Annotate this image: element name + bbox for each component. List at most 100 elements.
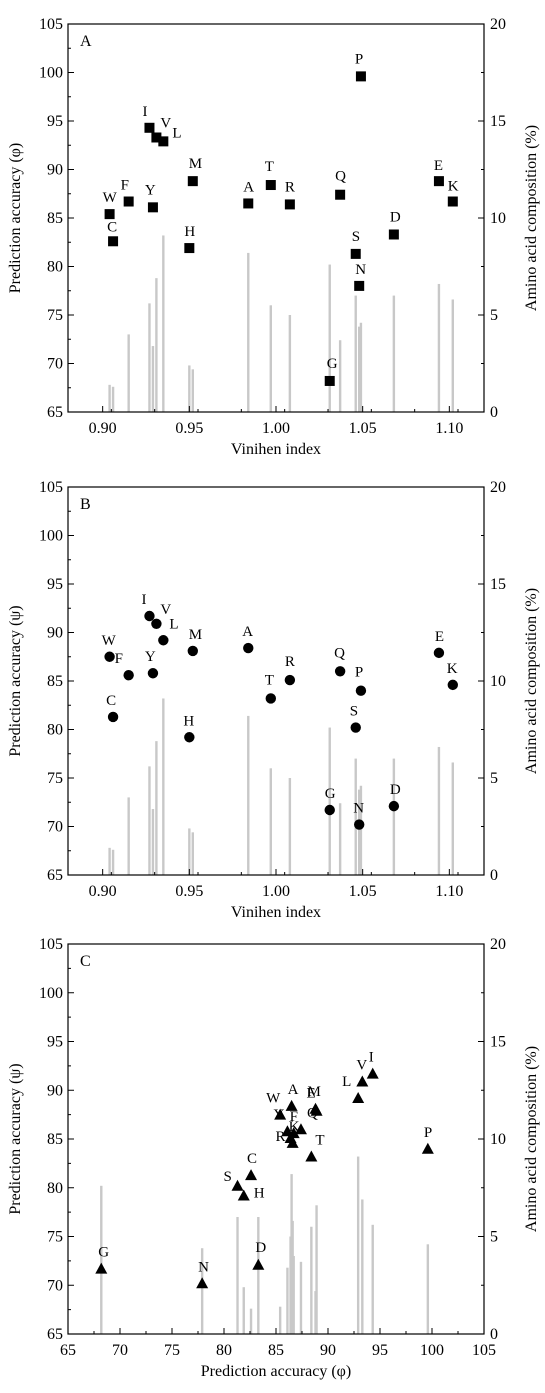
composition-bar xyxy=(269,305,272,412)
composition-bar xyxy=(257,1217,260,1334)
data-label-t: T xyxy=(265,159,274,175)
composition-bar xyxy=(247,715,250,875)
panel-label: A xyxy=(80,33,92,50)
x-tick-label: 0.95 xyxy=(175,883,203,900)
y-tick-label: 105 xyxy=(39,936,63,953)
y2-tick-label: 5 xyxy=(490,1229,498,1246)
y-tick-label: 70 xyxy=(47,356,63,373)
composition-bar xyxy=(392,758,396,875)
data-point-l xyxy=(158,635,169,646)
y-tick-label: 65 xyxy=(47,404,63,421)
composition-bar xyxy=(328,264,331,412)
composition-bar xyxy=(437,283,441,412)
data-point-h xyxy=(184,243,195,254)
data-label-c: C xyxy=(247,1151,257,1167)
data-label-t: T xyxy=(315,1133,324,1149)
data-label-d: D xyxy=(390,209,401,225)
data-point-r xyxy=(284,199,295,210)
composition-bar xyxy=(151,346,155,412)
data-label-n: N xyxy=(355,262,366,278)
y-tick-label: 70 xyxy=(47,819,63,836)
composition-bar xyxy=(188,828,191,875)
data-label-a: A xyxy=(242,624,253,640)
data-label-r: R xyxy=(276,1129,286,1145)
data-point-s xyxy=(350,722,361,733)
data-label-f: F xyxy=(290,1109,298,1125)
composition-bar xyxy=(155,278,158,412)
y2-tick-label: 20 xyxy=(490,479,506,496)
composition-bar xyxy=(127,797,130,875)
composition-bar xyxy=(451,299,454,412)
plot-frame xyxy=(67,486,485,876)
data-point-a xyxy=(243,198,254,209)
y-tick-label: 105 xyxy=(39,479,63,496)
data-label-i: I xyxy=(141,592,146,608)
data-label-g: G xyxy=(98,1245,109,1261)
data-label-f: F xyxy=(121,178,129,194)
data-point-h xyxy=(184,732,195,743)
data-label-t: T xyxy=(265,672,274,688)
x-tick-label: 100 xyxy=(420,1342,444,1359)
data-label-h: H xyxy=(183,713,194,729)
data-point-e xyxy=(433,647,445,659)
data-point-y xyxy=(147,668,159,679)
y-tick-label: 75 xyxy=(47,307,63,324)
composition-bar xyxy=(354,758,357,875)
composition-bar xyxy=(247,252,250,412)
composition-bar xyxy=(148,303,151,412)
y-tick-label: 105 xyxy=(39,16,63,33)
data-point-f xyxy=(123,669,134,681)
composition-bar xyxy=(315,1205,318,1334)
data-point-n xyxy=(354,280,365,291)
data-label-i: I xyxy=(369,1050,374,1066)
composition-bar xyxy=(278,1306,282,1334)
chart-panel-a: 65 70 75 80 85 90 95 100 105 0 5 10 15 20 0.90 0.95 1.00… xyxy=(7,16,540,458)
data-label-g: G xyxy=(327,356,338,372)
data-point-n xyxy=(354,819,365,830)
composition-bar xyxy=(269,768,272,875)
data-label-l: L xyxy=(172,125,181,141)
y2-tick-label: 5 xyxy=(490,307,498,324)
y2-tick-label: 5 xyxy=(490,770,498,787)
x-tick-label: 1.10 xyxy=(435,883,463,900)
composition-bar xyxy=(111,849,115,875)
y-tick-label: 65 xyxy=(47,1326,63,1343)
composition-bar xyxy=(338,340,342,412)
data-label-h: H xyxy=(184,224,195,240)
y2-tick-label: 20 xyxy=(490,936,506,953)
data-label-w: W xyxy=(103,190,118,206)
data-label-q: Q xyxy=(335,169,346,185)
data-label-y: Y xyxy=(145,649,156,665)
data-point-d xyxy=(388,800,400,812)
composition-bar xyxy=(191,369,194,412)
data-point-g xyxy=(324,804,335,816)
data-point-t xyxy=(265,180,276,191)
y-tick-label: 100 xyxy=(39,985,63,1002)
data-label-e: E xyxy=(307,1086,316,1102)
data-label-s: S xyxy=(350,704,358,720)
data-label-q: Q xyxy=(334,645,345,661)
data-point-l xyxy=(352,1092,365,1104)
composition-bar xyxy=(354,295,357,412)
data-point-s xyxy=(350,248,361,259)
y2-tick-label: 20 xyxy=(490,16,506,33)
data-label-s: S xyxy=(352,229,360,245)
data-label-k: K xyxy=(447,661,458,677)
x-tick-label: 95 xyxy=(372,1342,388,1359)
y2-tick-label: 15 xyxy=(490,1034,506,1051)
composition-bar xyxy=(361,1199,364,1334)
y2-tick-label: 10 xyxy=(490,210,506,227)
y2-tick-label: 0 xyxy=(490,404,498,421)
data-label-e: E xyxy=(434,158,443,174)
data-point-e xyxy=(310,1104,323,1116)
data-point-g xyxy=(324,375,335,386)
data-label-l: L xyxy=(169,616,178,632)
data-point-s xyxy=(231,1179,244,1191)
data-label-d: D xyxy=(255,1240,266,1256)
data-label-i: I xyxy=(142,104,147,120)
composition-bar xyxy=(100,1185,103,1334)
data-point-q xyxy=(334,666,346,677)
composition-bar xyxy=(288,315,292,412)
composition-bar xyxy=(437,746,441,875)
composition-bar xyxy=(127,334,130,412)
